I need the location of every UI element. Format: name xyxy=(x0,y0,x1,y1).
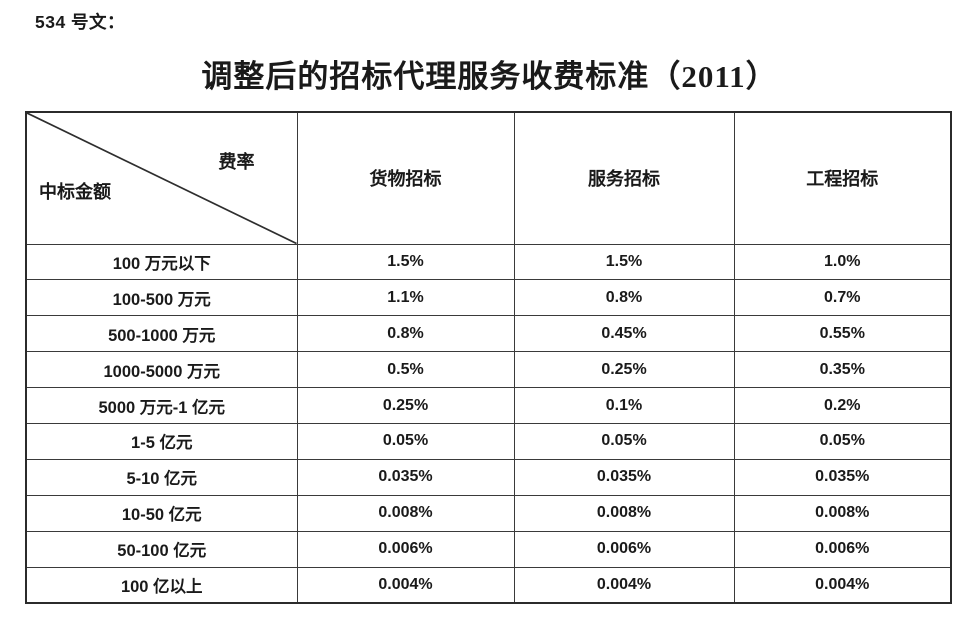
row-label-cell: 100 万元以下 xyxy=(25,243,298,281)
table-row: 10-50 亿元 0.008% 0.008% 0.008% xyxy=(25,494,952,532)
corner-label-fee-rate: 费率 xyxy=(218,152,255,172)
table-row: 100 万元以下 1.5% 1.5% 1.0% xyxy=(25,243,952,281)
doc-number-label: 534 号文： xyxy=(35,12,126,32)
rate-cell: 0.45% xyxy=(513,315,735,353)
row-label-cell: 1-5 亿元 xyxy=(25,422,298,460)
rate-cell: 0.006% xyxy=(733,530,952,568)
rate-cell: 0.035% xyxy=(733,458,952,496)
table-row: 500-1000 万元 0.8% 0.45% 0.55% xyxy=(25,315,952,353)
rate-cell: 0.7% xyxy=(733,279,952,317)
table-row: 1000-5000 万元 0.5% 0.25% 0.35% xyxy=(25,351,952,389)
row-label-cell: 5000 万元-1 亿元 xyxy=(25,387,298,424)
table-row: 100 亿以上 0.004% 0.004% 0.004% xyxy=(25,566,952,604)
row-label-cell: 500-1000 万元 xyxy=(25,315,298,353)
rate-cell: 0.006% xyxy=(296,530,515,568)
row-label-cell: 1000-5000 万元 xyxy=(25,351,298,389)
rate-cell: 0.05% xyxy=(513,422,735,460)
rate-cell: 0.8% xyxy=(296,315,515,353)
row-label-cell: 10-50 亿元 xyxy=(25,494,298,532)
rate-cell: 0.55% xyxy=(733,315,952,353)
rate-cell: 0.05% xyxy=(733,422,952,460)
rate-cell: 0.006% xyxy=(513,530,735,568)
rate-cell: 0.004% xyxy=(513,566,735,604)
row-label-cell: 5-10 亿元 xyxy=(25,458,298,496)
table-header-row: 费率 中标金额 货物招标 服务招标 工程招标 xyxy=(25,111,952,245)
rate-cell: 0.008% xyxy=(513,494,735,532)
column-header-goods-bidding: 货物招标 xyxy=(296,111,515,245)
rate-cell: 1.0% xyxy=(733,243,952,281)
table-row: 50-100 亿元 0.006% 0.006% 0.006% xyxy=(25,530,952,568)
table-row: 1-5 亿元 0.05% 0.05% 0.05% xyxy=(25,422,952,460)
rate-cell: 0.004% xyxy=(733,566,952,604)
rate-cell: 0.35% xyxy=(733,351,952,389)
rate-cell: 0.1% xyxy=(513,387,735,424)
rate-cell: 0.035% xyxy=(296,458,515,496)
column-header-service-bidding: 服务招标 xyxy=(513,111,735,245)
rate-cell: 1.5% xyxy=(296,243,515,281)
rate-cell: 1.5% xyxy=(513,243,735,281)
table-row: 5-10 亿元 0.035% 0.035% 0.035% xyxy=(25,458,952,496)
rate-cell: 0.05% xyxy=(296,422,515,460)
row-label-cell: 100 亿以上 xyxy=(25,566,298,604)
rate-cell: 0.25% xyxy=(296,387,515,424)
rate-cell: 1.1% xyxy=(296,279,515,317)
rate-cell: 0.035% xyxy=(513,458,735,496)
fee-rate-table: 费率 中标金额 货物招标 服务招标 工程招标 100 万元以下 1.5% 1.5… xyxy=(25,111,952,604)
row-label-cell: 50-100 亿元 xyxy=(25,530,298,568)
column-header-engineering-bidding: 工程招标 xyxy=(733,111,952,245)
rate-cell: 0.004% xyxy=(296,566,515,604)
row-label-cell: 100-500 万元 xyxy=(25,279,298,317)
rate-cell: 0.25% xyxy=(513,351,735,389)
rate-cell: 0.008% xyxy=(733,494,952,532)
table-row: 100-500 万元 1.1% 0.8% 0.7% xyxy=(25,279,952,317)
page-title: 调整后的招标代理服务收费标准（2011） xyxy=(201,59,778,94)
corner-label-bid-amount: 中标金额 xyxy=(39,182,111,202)
diagonal-corner-cell: 费率 中标金额 xyxy=(25,111,298,245)
rate-cell: 0.008% xyxy=(296,494,515,532)
table-row: 5000 万元-1 亿元 0.25% 0.1% 0.2% xyxy=(25,387,952,424)
rate-cell: 0.5% xyxy=(296,351,515,389)
rate-cell: 0.2% xyxy=(733,387,952,424)
rate-cell: 0.8% xyxy=(513,279,735,317)
diagonal-divider-line xyxy=(27,113,297,244)
